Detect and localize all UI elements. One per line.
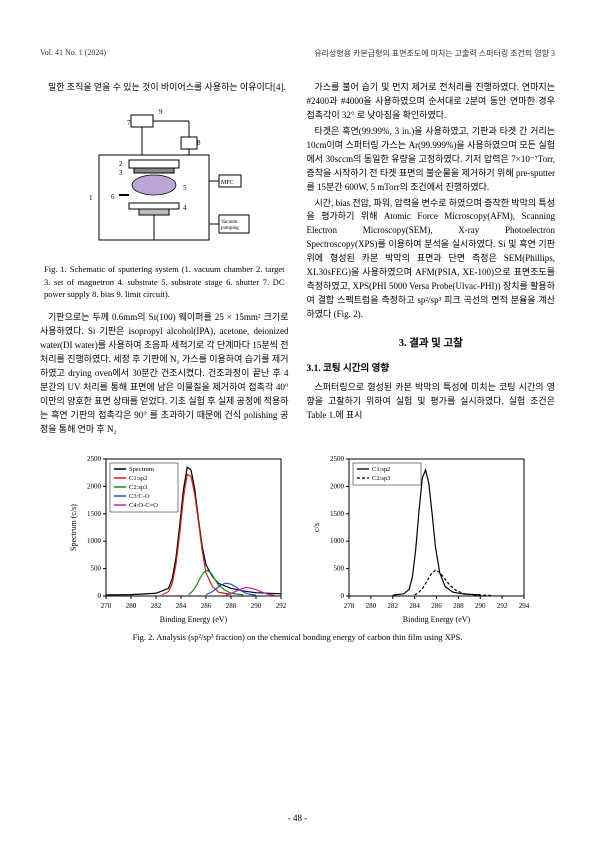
svg-text:294: 294 <box>518 602 529 610</box>
svg-text:500: 500 <box>333 564 344 572</box>
svg-text:Binding Energy (eV): Binding Energy (eV) <box>402 615 470 624</box>
svg-text:1500: 1500 <box>330 509 345 517</box>
svg-text:278: 278 <box>100 602 111 610</box>
svg-text:C2:sp3: C2:sp3 <box>129 484 147 491</box>
xps-chart-right: 0 500 1000 1500 2000 2500 294 292 290 288 286 284 28… <box>307 451 532 626</box>
svg-text:282: 282 <box>387 602 398 610</box>
left-p1: 밀한 조직을 얻을 수 있는 것이 바이어스를 사용하는 이유이다[4]. <box>40 81 289 95</box>
header-right: 유리성형용 카본금형의 표면조도에 미치는 고출력 스퍼터링 조건의 영향 3 <box>314 48 555 59</box>
svg-text:C4:O-C=O: C4:O-C=O <box>129 502 158 509</box>
svg-text:290: 290 <box>250 602 261 610</box>
svg-text:C3:C-O: C3:C-O <box>129 493 150 500</box>
svg-text:292: 292 <box>496 602 507 610</box>
svg-text:500: 500 <box>90 564 101 572</box>
xps-chart-left: 0 500 1000 1500 2000 2500 292 290 288 286 284 282 28… <box>64 451 289 626</box>
svg-text:0: 0 <box>97 592 101 600</box>
svg-text:288: 288 <box>453 602 464 610</box>
fig2-caption: Fig. 2. Analysis (sp²/sp³ fraction) on t… <box>40 632 555 642</box>
svg-text:0: 0 <box>340 592 344 600</box>
svg-text:290: 290 <box>475 602 486 610</box>
svg-text:1500: 1500 <box>87 509 102 517</box>
label-4: 4 <box>183 204 187 212</box>
figure-1: 9 8 7 2 3 5 4 6 1 MFC Vacuum pumping Fig… <box>40 105 289 301</box>
left-p2: 기판으로는 두께 0.6mm의 Si(100) 웨이퍼를 25 × 15mm² … <box>40 311 289 436</box>
section-3-heading: 3. 결과 및 고찰 <box>307 336 556 352</box>
right-column: 가스를 불어 습기 및 먼지 제거로 전처리를 진행하였다. 연마지는 #240… <box>307 81 556 439</box>
label-8: 8 <box>197 139 201 147</box>
right-p1: 가스를 불어 습기 및 먼지 제거로 전처리를 진행하였다. 연마지는 #240… <box>307 81 556 123</box>
svg-text:284: 284 <box>409 602 420 610</box>
svg-text:Spectrum (c/s): Spectrum (c/s) <box>69 503 78 550</box>
svg-text:1000: 1000 <box>330 537 345 545</box>
right-p2: 타겟은 흑연(99.99%, 3 in.)을 사용하였고, 기판과 타겟 간 거… <box>307 125 556 195</box>
svg-text:286: 286 <box>200 602 211 610</box>
fig1-caption: Fig. 1. Schematic of sputtering system (… <box>44 263 285 301</box>
label-3: 3 <box>119 169 123 177</box>
svg-text:280: 280 <box>365 602 376 610</box>
figure-2-row: 0 500 1000 1500 2000 2500 292 290 288 286 284 282 28… <box>40 451 555 626</box>
right-p4: 스퍼터링으로 형성된 카본 박막의 특성에 미치는 코팅 시간의 영향을 고찰하… <box>307 381 556 423</box>
svg-text:2000: 2000 <box>87 482 102 490</box>
left-column: 밀한 조직을 얻을 수 있는 것이 바이어스를 사용하는 이유이다[4]. <box>40 81 289 439</box>
label-1: 1 <box>89 194 93 202</box>
svg-text:Binding Energy (eV): Binding Energy (eV) <box>159 615 227 624</box>
svg-text:2000: 2000 <box>330 482 345 490</box>
svg-text:286: 286 <box>431 602 442 610</box>
svg-text:C1:sp2: C1:sp2 <box>372 466 390 473</box>
right-p3: 시간, bias 전압, 파워, 압력을 변수로 하였으며 증착한 박막의 특성… <box>307 197 556 322</box>
header-left: Vol. 41 No. 1 (2024) <box>40 48 106 59</box>
svg-text:1000: 1000 <box>87 537 102 545</box>
label-pump-1: Vacuum <box>221 220 237 225</box>
svg-text:2500: 2500 <box>87 455 102 463</box>
label-mfc: MFC <box>221 180 234 186</box>
svg-text:c/s: c/s <box>312 523 321 532</box>
svg-text:Spectrum: Spectrum <box>129 466 154 473</box>
svg-text:C2:sp3: C2:sp3 <box>372 475 390 482</box>
subsection-3-1: 3.1. 코팅 시간의 영향 <box>307 362 556 377</box>
label-9: 9 <box>159 108 163 116</box>
svg-text:282: 282 <box>150 602 161 610</box>
label-5: 5 <box>183 184 187 192</box>
label-7: 7 <box>127 119 131 127</box>
svg-text:284: 284 <box>175 602 186 610</box>
label-2: 2 <box>119 160 123 168</box>
svg-text:280: 280 <box>125 602 136 610</box>
page-header: Vol. 41 No. 1 (2024) 유리성형용 카본금형의 표면조도에 미… <box>40 48 555 59</box>
svg-text:2500: 2500 <box>330 455 345 463</box>
svg-text:C1:sp2: C1:sp2 <box>129 475 147 482</box>
label-6: 6 <box>111 193 115 201</box>
label-pump-2: pumping <box>221 226 239 231</box>
svg-text:278: 278 <box>343 602 354 610</box>
svg-text:292: 292 <box>275 602 286 610</box>
two-column-body: 밀한 조직을 얻을 수 있는 것이 바이어스를 사용하는 이유이다[4]. <box>40 81 555 439</box>
schematic-svg: 9 8 7 2 3 5 4 6 1 MFC Vacuum pumping <box>69 105 259 255</box>
page-number: - 48 - <box>0 813 595 823</box>
svg-text:288: 288 <box>225 602 236 610</box>
